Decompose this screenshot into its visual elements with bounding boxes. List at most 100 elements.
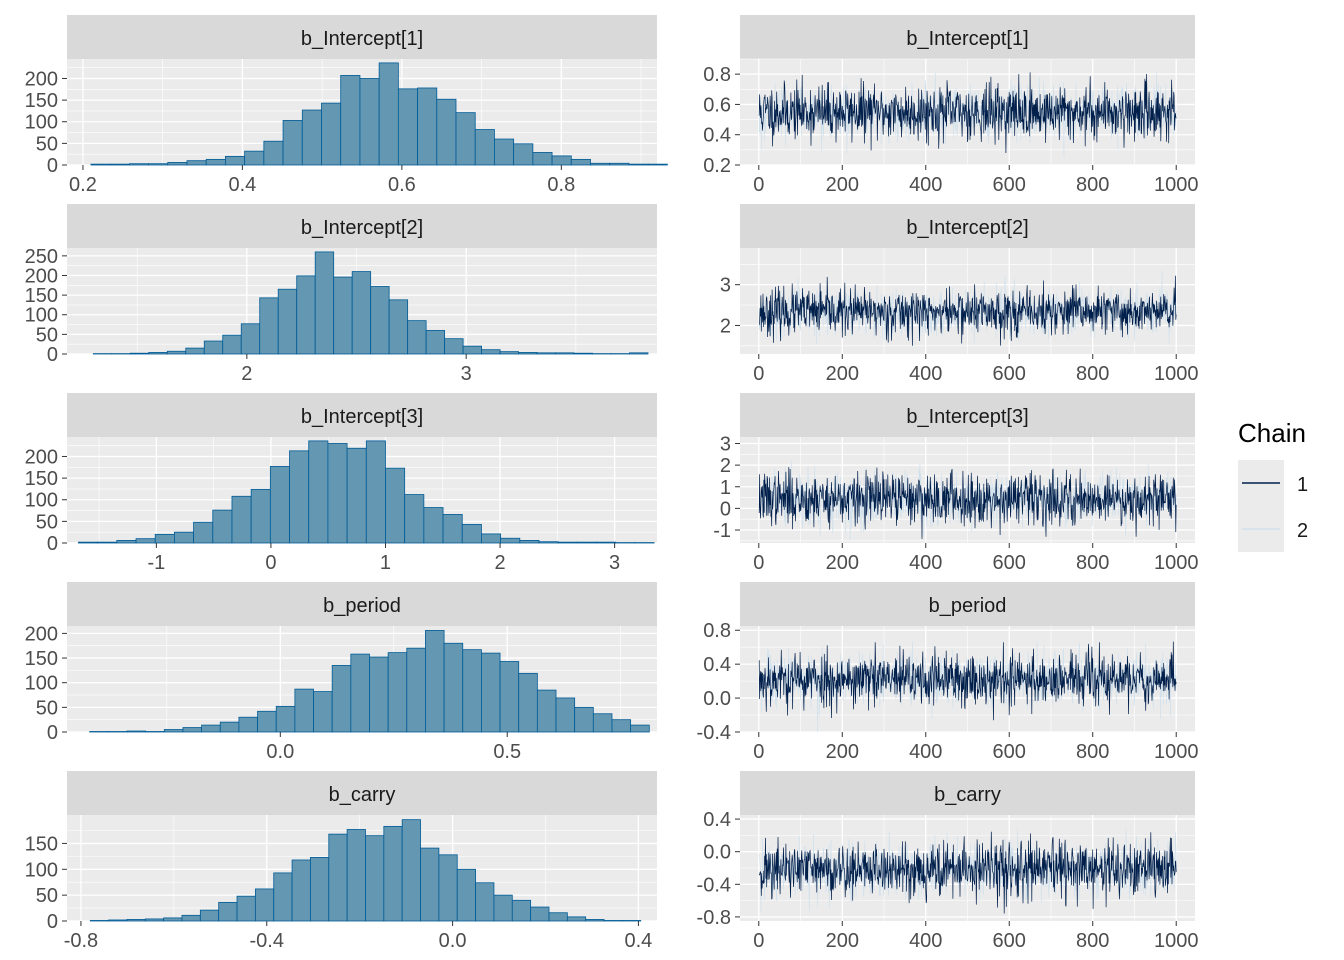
histogram-bar (365, 835, 385, 922)
histogram-bar (425, 330, 446, 355)
facet-strip (67, 393, 657, 437)
x-tick-label: 400 (909, 174, 942, 196)
x-tick-label: 0 (753, 552, 764, 574)
x-tick-label: 1000 (1154, 363, 1199, 385)
histogram-bar (365, 440, 386, 544)
x-tick-label: 400 (909, 741, 942, 763)
y-tick-label: 50 (36, 697, 58, 719)
histogram-bar (231, 495, 252, 544)
histogram-bar (420, 847, 440, 922)
histogram-bar (462, 649, 482, 733)
legend-title: Chain (1238, 418, 1306, 448)
y-tick-label: -0.4 (697, 874, 731, 896)
histogram-bar (308, 440, 329, 544)
histogram-bar (244, 150, 265, 166)
histogram-bar (585, 919, 605, 922)
y-tick-label: 50 (36, 511, 58, 533)
facet-strip (67, 15, 657, 59)
x-tick-label: 3 (461, 363, 472, 385)
x-tick-label: 0.5 (493, 741, 521, 763)
histogram-bar (238, 716, 258, 733)
y-tick-label: 100 (25, 673, 58, 695)
histogram-bar (89, 920, 109, 922)
histogram-bar (144, 918, 165, 922)
facet-title: b_carry (934, 784, 1001, 806)
x-tick-label: 1000 (1154, 174, 1199, 196)
facet-strip (740, 393, 1195, 437)
histogram-bar (397, 88, 418, 166)
y-tick-label: 200 (25, 446, 58, 468)
histogram-bar (388, 299, 409, 355)
facet-strip (67, 582, 657, 626)
x-tick-label: 0.4 (625, 930, 653, 952)
histogram-bar (481, 652, 501, 733)
histogram-bar (383, 825, 403, 922)
x-tick-label: 1000 (1154, 552, 1199, 574)
x-tick-label: 800 (1076, 741, 1109, 763)
trace-line-chain-1 (758, 831, 1177, 914)
histogram-bar (494, 138, 515, 166)
y-tick-label: 0.2 (703, 155, 731, 177)
histogram-bar (166, 350, 187, 355)
histogram-bar (128, 163, 149, 166)
histogram-bar (135, 538, 156, 544)
histogram-bar (500, 537, 521, 544)
histogram-bar (186, 160, 207, 166)
histogram-bar (369, 656, 389, 733)
y-tick-label: 0.0 (703, 842, 731, 864)
x-tick-label: 800 (1076, 174, 1109, 196)
x-tick-label: 600 (993, 741, 1026, 763)
histogram-bar (314, 251, 335, 355)
histogram-bar (327, 443, 348, 544)
y-tick-label: 150 (25, 648, 58, 670)
histogram-bar (461, 523, 482, 544)
y-tick-label: -0.8 (697, 907, 731, 929)
histogram-bar (340, 75, 361, 166)
histogram-bar (163, 729, 184, 733)
y-tick-label: 0 (47, 344, 58, 366)
histogram-bar (532, 152, 553, 166)
facet-title: b_period (929, 595, 1007, 617)
facet-title: b_carry (329, 784, 396, 806)
x-tick-label: 0.0 (266, 741, 294, 763)
facet-title: b_Intercept[1] (301, 28, 423, 50)
histogram-bar (257, 710, 277, 733)
x-tick-label: 400 (909, 552, 942, 574)
histogram-bar (493, 894, 513, 922)
panel-grid: b_Intercept[1]0.2 0.4 0.6 0.8050100150200b_… (25, 15, 1199, 952)
histogram-bar (518, 672, 538, 733)
histogram-bar (401, 819, 421, 922)
histogram-bar (630, 724, 650, 733)
x-tick-label: 1000 (1154, 930, 1199, 952)
facet-title: b_Intercept[1] (906, 28, 1028, 50)
trace-line-chain-1 (758, 641, 1177, 721)
histogram-bar (628, 163, 649, 166)
x-tick-label: 200 (826, 174, 859, 196)
histogram-bar (259, 297, 279, 355)
histogram-bar (154, 533, 175, 544)
histogram-bar (350, 653, 370, 733)
facet-title: b_Intercept[2] (301, 217, 423, 239)
histogram-bar (203, 340, 224, 355)
histogram-bar (97, 541, 118, 544)
facet-trace-3: b_period 0 200 400 600 800 1000 -0.4 0.0 0.4 0.8 (697, 582, 1198, 763)
histogram-bar (212, 509, 233, 544)
histogram-bar (538, 541, 559, 544)
y-tick-label: 3 (720, 275, 731, 297)
y-tick-label: 0 (47, 155, 58, 177)
histogram-bar (629, 352, 649, 355)
y-tick-label: 150 (25, 833, 58, 855)
y-tick-label: 0.4 (703, 654, 731, 676)
facet-strip (67, 771, 657, 815)
x-tick-label: 1 (380, 552, 391, 574)
histogram-bar (222, 334, 242, 355)
facet-strip (740, 15, 1195, 59)
facet-trace-1: b_Intercept[2] 0 200 400 600 800 1000 2 3 (720, 204, 1199, 385)
y-tick-label: 3 (720, 433, 731, 455)
x-tick-label: 200 (826, 363, 859, 385)
x-tick-label: 0 (753, 363, 764, 385)
y-tick-label: 2 (720, 455, 731, 477)
histogram-bar (442, 514, 463, 544)
y-tick-label: 50 (36, 133, 58, 155)
y-tick-label: 50 (36, 885, 58, 907)
